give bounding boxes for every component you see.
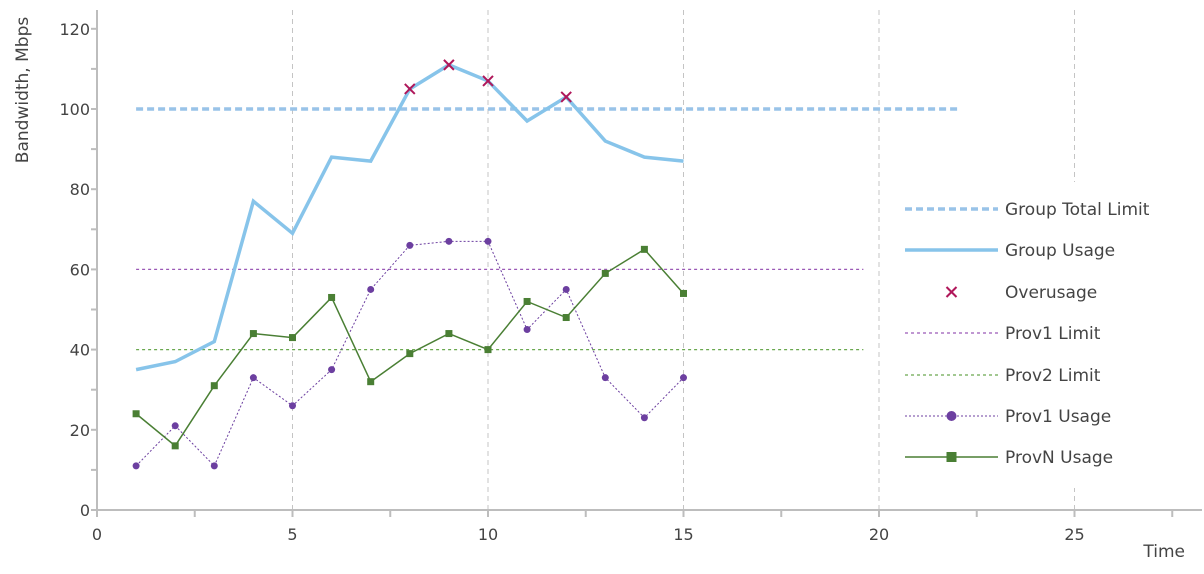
x-tick-label: 10 <box>478 525 498 544</box>
legend-label: Overusage <box>1005 283 1097 303</box>
legend-item-provn-usage: ProvN Usage <box>905 448 1113 468</box>
prov1-point <box>680 374 687 382</box>
legend-marker <box>946 452 957 462</box>
y-tick-label: 120 <box>59 20 90 39</box>
prov1-point <box>328 366 336 374</box>
prov1-point <box>640 414 648 422</box>
series-line <box>135 248 685 447</box>
provn-point <box>601 269 609 277</box>
series-overusage <box>404 59 572 103</box>
y-axis-title: Bandwidth, Mbps <box>13 17 33 164</box>
y-tick-label: 60 <box>70 260 90 279</box>
legend-label: Group Usage <box>1005 241 1115 261</box>
provn-point <box>132 410 140 418</box>
provn-point <box>484 346 492 354</box>
provn-point <box>210 382 218 390</box>
x-axis-title: Time <box>1142 542 1185 562</box>
legend-background <box>880 182 1202 488</box>
legend-label: Prov2 Limit <box>1005 366 1101 386</box>
provn-point <box>406 350 414 358</box>
legend-item-prov2-limit: Prov2 Limit <box>905 366 1101 386</box>
legend-item-group-total-limit: Group Total Limit <box>905 200 1150 220</box>
prov1-point <box>289 402 296 410</box>
provn-point <box>680 289 687 297</box>
legend-label: Group Total Limit <box>1005 200 1150 220</box>
series-provn-usage <box>132 245 687 450</box>
y-tick-label: 80 <box>70 180 90 199</box>
x-tick-label: 25 <box>1064 525 1084 544</box>
series-prov1-usage <box>132 237 687 470</box>
prov1-point <box>445 237 453 245</box>
legend-item-group-usage: Group Usage <box>905 241 1115 261</box>
prov1-point <box>171 422 179 430</box>
provn-point <box>328 293 336 301</box>
y-tick-label: 100 <box>59 100 90 119</box>
series-line <box>135 240 684 467</box>
provn-point <box>562 314 570 322</box>
prov1-point <box>406 241 414 249</box>
y-tick-label: 0 <box>80 501 90 520</box>
legend-item-overusage: Overusage <box>945 283 1097 303</box>
overusage-marker <box>404 83 416 95</box>
overusage-marker <box>482 75 494 87</box>
legend-label: Prov1 Limit <box>1005 324 1101 344</box>
overusage-marker <box>945 286 958 298</box>
provn-point <box>445 330 453 338</box>
axes: 0 5 10 15 20 25 0 20 40 60 80 100 120 <box>59 10 1202 544</box>
prov1-point <box>601 374 609 382</box>
overusage-marker <box>560 91 572 103</box>
legend-label: Prov1 Usage <box>1005 407 1111 427</box>
x-tick-label: 0 <box>92 525 102 544</box>
provn-point <box>523 297 531 305</box>
provn-point <box>640 245 648 253</box>
x-tick-label: 20 <box>869 525 889 544</box>
x-tick-label: 5 <box>287 525 297 544</box>
overusage-marker <box>443 59 455 71</box>
y-tick-label: 20 <box>70 421 90 440</box>
provn-point <box>367 378 375 386</box>
prov1-point <box>132 462 140 470</box>
prov1-point <box>484 237 492 245</box>
legend-marker <box>946 411 957 421</box>
provn-point <box>289 334 296 342</box>
x-tick-label: 15 <box>673 525 693 544</box>
legend-label: ProvN Usage <box>1005 448 1113 468</box>
provn-point <box>171 442 179 450</box>
y-tick-label: 40 <box>70 341 90 360</box>
legend-item-prov1-usage: Prov1 Usage <box>905 407 1111 427</box>
series-group <box>132 59 958 470</box>
legend: Group Total Limit Group Usage Overusage Pro… <box>880 182 1202 488</box>
prov1-point <box>367 285 375 293</box>
legend-item-prov1-limit: Prov1 Limit <box>905 324 1101 344</box>
prov1-point <box>523 326 531 334</box>
prov1-point <box>562 285 570 293</box>
prov1-point <box>249 374 257 382</box>
provn-point <box>249 330 257 338</box>
prov1-point <box>210 462 218 470</box>
